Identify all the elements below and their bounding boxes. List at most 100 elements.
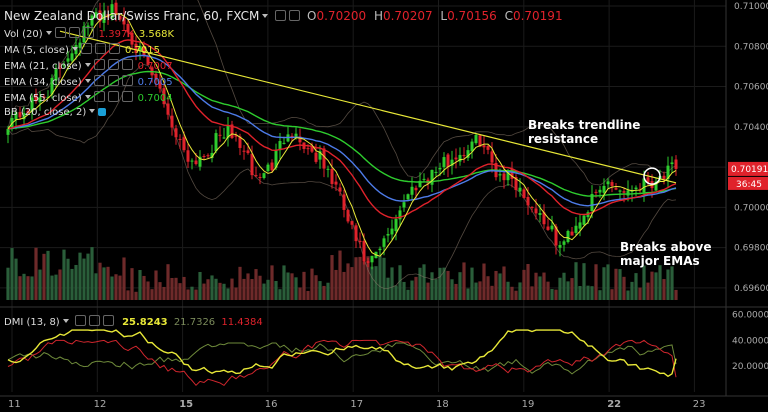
volume-bar [466, 288, 470, 300]
legend-settings-icon[interactable] [107, 75, 119, 86]
volume-bar [502, 266, 506, 300]
candle-body [122, 16, 126, 25]
legend-settings-icon[interactable] [107, 91, 119, 102]
volume-bar [614, 268, 618, 300]
volume-bar [322, 285, 326, 300]
candle-body [462, 155, 466, 157]
dmi-close-icon[interactable] [102, 315, 114, 326]
candle-body [278, 141, 282, 151]
candle-body [322, 148, 326, 169]
legend-dropdown-icon[interactable] [45, 31, 52, 35]
candle-body [14, 112, 18, 120]
volume-bar [246, 273, 250, 300]
candle-body [50, 77, 54, 95]
legend-close-icon[interactable] [121, 59, 133, 70]
volume-bar [590, 286, 594, 300]
volume-bar [102, 267, 106, 300]
candle-body [654, 181, 658, 191]
candle-body [446, 154, 450, 168]
volume-bar [278, 289, 282, 300]
legend-row[interactable]: Vol (20) 1.397K 3.568K [4, 27, 174, 40]
candle-body [378, 248, 382, 251]
legend-close-icon[interactable] [121, 75, 133, 86]
legend-dropdown-icon[interactable] [71, 47, 78, 51]
legend-settings-icon[interactable] [68, 27, 80, 38]
volume-bar [650, 271, 654, 300]
volume-bar [134, 291, 138, 300]
symbol-dropdown-icon[interactable] [262, 14, 269, 18]
dmi-axis-label: 60.0000 [732, 311, 768, 321]
annotation-trendline: Breaks trendline resistance [528, 118, 641, 146]
legend-visibility-icon[interactable] [93, 75, 105, 86]
volume-bar [302, 271, 306, 300]
legend-dropdown-icon[interactable] [84, 95, 91, 99]
time-axis-label: 17 [350, 399, 363, 410]
volume-bar [310, 268, 314, 300]
legend-row[interactable]: EMA (55, close) 0.7004 [4, 91, 173, 104]
legend-row[interactable]: MA (5, close) 0.7015 [4, 43, 160, 56]
volume-bar [34, 247, 38, 300]
header-bar: New Zealand Dollar/Swiss Franc, 60, FXCM… [4, 9, 563, 23]
volume-bar [394, 285, 398, 300]
legend-dropdown-icon[interactable] [84, 63, 91, 67]
legend-close-icon[interactable] [121, 91, 133, 102]
legend-close-icon[interactable] [108, 43, 120, 54]
candle-body [614, 188, 618, 190]
visibility-icon[interactable] [289, 10, 301, 21]
legend-settings-icon[interactable] [107, 59, 119, 70]
dmi-label[interactable]: DMI (13, 8) [4, 317, 60, 328]
dmi-visibility-icon[interactable] [88, 315, 100, 326]
volume-bar [510, 286, 514, 300]
volume-bar [210, 275, 214, 300]
countdown-value: 36:45 [736, 180, 762, 190]
candle-body [334, 181, 338, 185]
dmi-axis-label: 40.0000 [732, 336, 768, 346]
candle-body [674, 159, 678, 169]
volume-bar [406, 289, 410, 300]
candle-body [486, 145, 490, 150]
volume-bar [270, 265, 274, 300]
candle-body [602, 185, 606, 193]
volume-bar [382, 257, 386, 300]
legend-close-icon[interactable] [82, 27, 94, 38]
dmi-legend: DMI (13, 8) 25.8243 21.7326 11.4384 [4, 315, 263, 328]
volume-bar [182, 276, 186, 300]
legend-row[interactable]: BB (20, close, 2) [4, 107, 107, 118]
volume-bar [634, 273, 638, 300]
settings-icon[interactable] [275, 10, 287, 21]
symbol-title[interactable]: New Zealand Dollar/Swiss Franc, 60, FXCM [4, 9, 260, 23]
volume-bar [38, 269, 42, 300]
legend-settings-icon[interactable] [94, 43, 106, 54]
legend-dropdown-icon[interactable] [84, 79, 91, 83]
candle-body [610, 182, 614, 186]
legend-row[interactable]: EMA (21, close) 0.7007 [4, 59, 173, 72]
volume-bar [158, 282, 162, 300]
legend-visibility-icon[interactable] [98, 108, 107, 116]
candle-body [438, 167, 442, 170]
candle-body [230, 124, 234, 138]
volume-bar [70, 268, 74, 300]
legend-visibility-icon[interactable] [54, 27, 66, 38]
volume-bar [562, 272, 566, 300]
legend-row[interactable]: EMA (34, close) 0.7005 [4, 75, 173, 88]
candle-body [94, 12, 98, 18]
dmi-adx-line [7, 329, 677, 378]
time-axis-label: 19 [522, 399, 535, 410]
candle-body [526, 196, 530, 206]
candle-body [646, 177, 650, 183]
legend-visibility-icon[interactable] [93, 91, 105, 102]
legend-visibility-icon[interactable] [93, 59, 105, 70]
close-label: C [504, 9, 513, 23]
volume-bar [230, 278, 234, 300]
volume-bar [122, 257, 126, 300]
legend-dropdown-icon[interactable] [89, 109, 96, 113]
candle-body [434, 171, 438, 173]
candle-body [194, 160, 198, 165]
volume-bar [546, 281, 550, 300]
legend-visibility-icon[interactable] [80, 43, 92, 54]
dmi-dropdown-icon[interactable] [62, 319, 69, 323]
dmi-settings-icon[interactable] [74, 315, 86, 326]
candle-body [170, 115, 174, 128]
